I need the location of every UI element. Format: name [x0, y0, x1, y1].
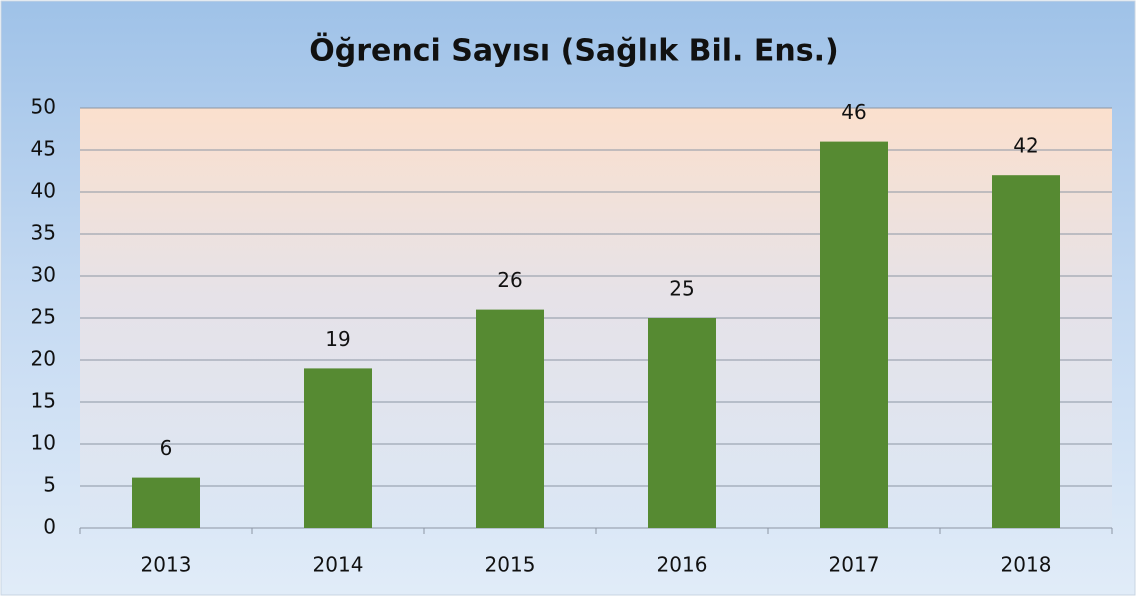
bar	[992, 175, 1060, 528]
y-tick-label: 25	[31, 305, 56, 329]
y-tick-label: 5	[43, 473, 56, 497]
y-tick-label: 20	[31, 347, 56, 371]
y-tick-label: 15	[31, 389, 56, 413]
x-tick-label: 2016	[657, 553, 708, 577]
data-label: 46	[841, 100, 866, 124]
x-tick-label: 2014	[313, 553, 364, 577]
y-tick-label: 30	[31, 263, 56, 287]
data-label: 6	[160, 436, 173, 460]
y-tick-label: 45	[31, 137, 56, 161]
data-label: 42	[1013, 134, 1038, 158]
bar	[820, 141, 888, 528]
y-tick-label: 10	[31, 431, 56, 455]
bar	[476, 309, 544, 528]
y-tick-label: 0	[43, 515, 56, 539]
bar	[132, 477, 200, 528]
data-label: 26	[497, 268, 522, 292]
x-tick-label: 2017	[829, 553, 880, 577]
data-label: 25	[669, 277, 694, 301]
data-label: 19	[325, 327, 350, 351]
y-tick-label: 50	[31, 95, 56, 119]
bar	[648, 318, 716, 528]
x-tick-label: 2015	[485, 553, 536, 577]
y-tick-label: 40	[31, 179, 56, 203]
x-tick-label: 2018	[1001, 553, 1052, 577]
bar	[304, 368, 372, 528]
y-tick-label: 35	[31, 221, 56, 245]
chart-title: Öğrenci Sayısı (Sağlık Bil. Ens.)	[309, 32, 838, 69]
x-tick-label: 2013	[141, 553, 192, 577]
